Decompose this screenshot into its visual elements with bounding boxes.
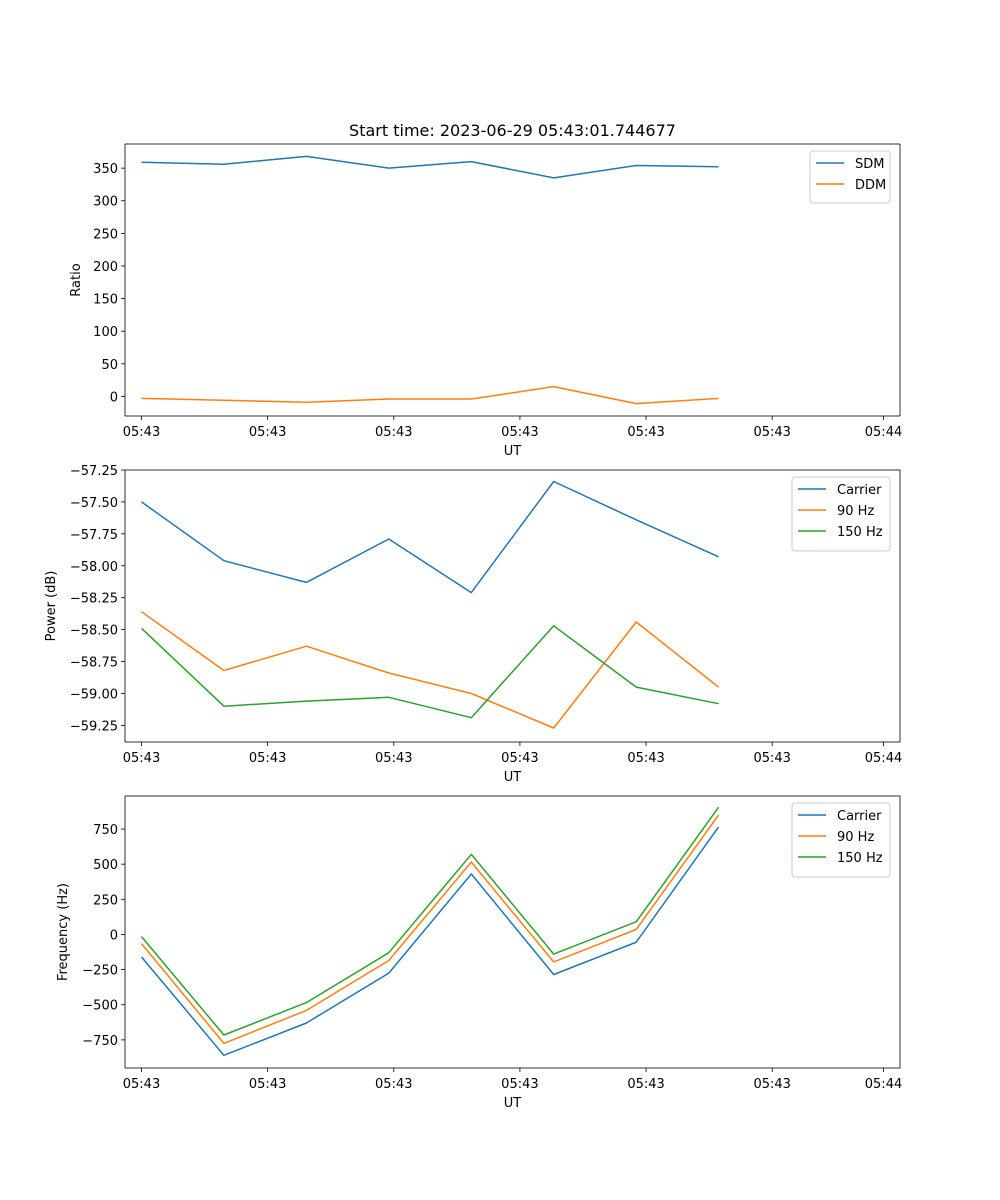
legend-label: Carrier: [837, 809, 882, 824]
legend: Carrier 90 Hz 150 Hz: [791, 476, 891, 552]
legend-label: Carrier: [837, 483, 882, 498]
legend-label: 150 Hz: [837, 525, 883, 540]
x-tick-label: 05:43: [123, 751, 160, 766]
series-line-sdm: [141, 155, 719, 179]
series-line-90-hz: [140, 814, 720, 1045]
axes-frame: [124, 469, 901, 743]
x-axis-label: UT: [504, 1096, 522, 1111]
y-tick-label: −58.25: [70, 592, 118, 607]
x-tick-label: 05:43: [753, 751, 790, 766]
x-tick-label: 05:43: [753, 425, 790, 440]
subplot-3: 05:43 05:43 05:43 05:43 05:43 05:43 05:44 750 50…: [56, 795, 902, 1111]
legend-box: [809, 150, 891, 204]
x-tick-label: 05:43: [249, 751, 286, 766]
y-tick-label: −750: [82, 1034, 118, 1049]
x-tick-label: 05:43: [501, 1077, 538, 1092]
axes-frame: [124, 143, 901, 417]
x-tick-label: 05:43: [123, 425, 160, 440]
y-tick-label: 350: [93, 162, 118, 177]
x-tick-label: 05:43: [753, 1077, 790, 1092]
x-tick-label: 05:43: [249, 425, 286, 440]
y-tick-label: 750: [93, 823, 118, 838]
y-tick-label: −59.25: [70, 719, 118, 734]
x-tick-label: 05:43: [249, 1077, 286, 1092]
x-tick-label: 05:43: [375, 751, 412, 766]
x-tick-label: 05:43: [501, 425, 538, 440]
y-tick-label: −500: [82, 999, 118, 1014]
y-tick-label: −57.75: [70, 528, 118, 543]
figure-title: Start time: 2023-06-29 05:43:01.744677: [349, 121, 676, 140]
legend-label: 90 Hz: [837, 504, 874, 519]
x-tick-label: 05:43: [627, 1077, 664, 1092]
y-tick-label: −57.25: [70, 464, 118, 479]
x-tick-label: 05:44: [865, 1077, 902, 1092]
subplot-2: 05:43 05:43 05:43 05:43 05:43 05:43 05:44 −57.2…: [44, 464, 902, 785]
y-tick-label: 200: [93, 260, 118, 275]
axes-frame: [124, 795, 901, 1069]
y-tick-label: −57.50: [70, 496, 118, 511]
axes-container: 05:43 05:43 05:43 05:43 05:43 05:43 05:44 350 30…: [44, 143, 902, 1111]
subplot-1: 05:43 05:43 05:43 05:43 05:43 05:43 05:44 350 30…: [69, 143, 902, 459]
legend-box: [791, 802, 891, 878]
x-tick-label: 05:43: [123, 1077, 160, 1092]
x-tick-label: 05:44: [865, 425, 902, 440]
y-axis-label: Ratio: [69, 263, 84, 296]
y-tick-label: 50: [101, 358, 118, 373]
legend: Carrier 90 Hz 150 Hz: [791, 802, 891, 878]
legend-label: DDM: [855, 178, 886, 193]
legend: SDM DDM: [809, 150, 891, 204]
y-tick-label: −58.00: [70, 560, 118, 575]
y-axis-label: Frequency (Hz): [56, 883, 71, 981]
y-tick-label: 500: [93, 858, 118, 873]
x-tick-label: 05:44: [865, 751, 902, 766]
y-tick-label: 150: [93, 293, 118, 308]
y-tick-label: −58.75: [70, 656, 118, 671]
legend-box: [791, 476, 891, 552]
x-tick-label: 05:43: [627, 425, 664, 440]
series-line-90-hz: [141, 611, 720, 729]
x-tick-label: 05:43: [375, 1077, 412, 1092]
y-tick-label: 250: [93, 893, 118, 908]
y-tick-label: −58.50: [70, 624, 118, 639]
x-axis-label: UT: [504, 444, 522, 459]
y-axis-label: Power (dB): [44, 571, 59, 642]
y-tick-label: 250: [93, 227, 118, 242]
series-line-150-hz: [140, 625, 719, 719]
y-tick-label: 300: [93, 195, 118, 210]
y-tick-label: 0: [110, 390, 118, 405]
x-axis-label: UT: [504, 770, 522, 785]
y-tick-label: 100: [93, 325, 118, 340]
legend-label: SDM: [855, 157, 884, 172]
series-line-ddm: [141, 385, 719, 405]
y-tick-label: −59.00: [70, 687, 118, 702]
series-line-carrier: [140, 826, 720, 1057]
x-tick-label: 05:43: [627, 751, 664, 766]
series-line-150-hz: [140, 806, 720, 1036]
series-line-carrier: [141, 480, 719, 594]
legend-label: 150 Hz: [837, 851, 883, 866]
legend-label: 90 Hz: [837, 830, 874, 845]
y-tick-label: 0: [110, 928, 118, 943]
y-tick-label: −250: [82, 964, 118, 979]
x-tick-label: 05:43: [375, 425, 412, 440]
x-tick-label: 05:43: [501, 751, 538, 766]
